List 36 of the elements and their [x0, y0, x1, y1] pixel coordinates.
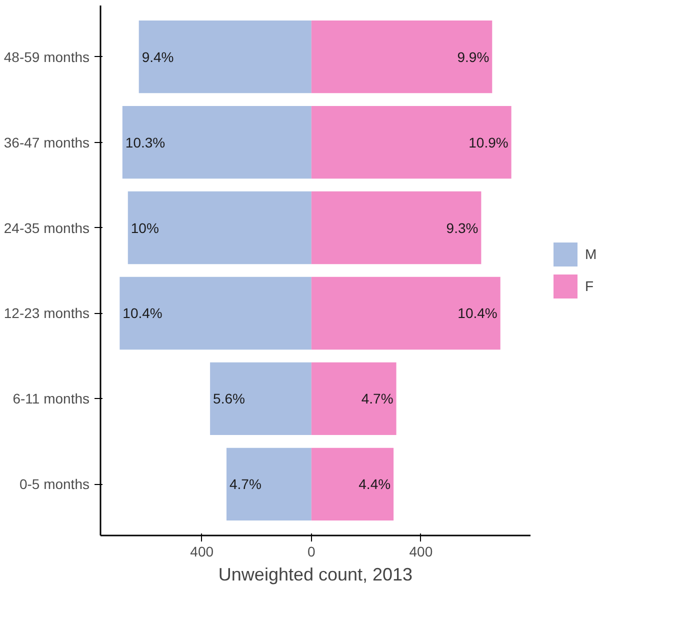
bar — [311, 448, 394, 521]
y-tick-label: 24-35 months — [4, 220, 90, 236]
bar — [311, 20, 492, 94]
annotation: 10% — [130, 220, 159, 236]
y-tick-label: 36-47 months — [4, 134, 90, 150]
bar — [210, 362, 312, 436]
x-tick-label: 0 — [308, 544, 316, 560]
bar — [311, 106, 512, 179]
x-tick-label: 400 — [409, 544, 433, 560]
annotation: 9.3% — [446, 220, 478, 236]
annotation: 5.6% — [213, 390, 245, 407]
legend-label: M — [585, 246, 598, 262]
bar — [311, 276, 500, 350]
x-tick-label: 400 — [190, 544, 214, 560]
y-tick-label: 12-23 months — [4, 305, 90, 322]
bar — [311, 362, 396, 436]
bar — [311, 191, 482, 264]
annotation: 10.3% — [125, 134, 166, 150]
annotation: 10.4% — [458, 305, 498, 322]
bar — [120, 276, 312, 350]
x-axis-title: Unweighted count, 2013 — [218, 564, 413, 584]
y-tick-label: 6-11 months — [12, 390, 90, 407]
annotation: 9.9% — [457, 48, 490, 65]
annotation: 4.7% — [361, 390, 394, 407]
annotation: 4.7% — [229, 476, 262, 492]
bar — [122, 106, 312, 179]
bar — [226, 448, 312, 521]
bar — [138, 20, 312, 94]
annotation: 10.4% — [122, 305, 162, 322]
legend-label: F — [585, 278, 595, 294]
annotation: 10.9% — [468, 134, 508, 150]
annotation: 9.4% — [142, 48, 174, 65]
y-tick-label: 48-59 months — [4, 48, 90, 65]
annotation: 4.4% — [358, 476, 391, 492]
y-tick-label: 0-5 months — [19, 476, 90, 492]
bar — [128, 191, 312, 264]
